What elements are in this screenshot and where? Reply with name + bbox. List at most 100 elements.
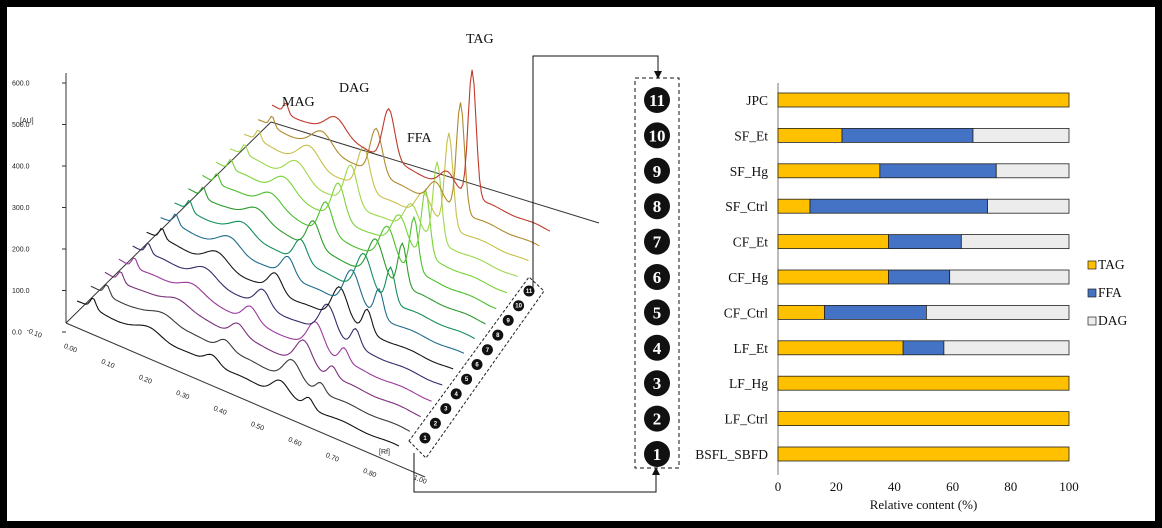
badge-circle <box>644 87 670 113</box>
bar-chart-panel: JPC SF_Et SF_Hg SF_Ctrl CF_Et CF_Hg CF_Ctrl LF_… <box>695 83 1127 512</box>
bar-segment-ffa <box>809 198 988 214</box>
badge-number: 2 <box>653 410 662 429</box>
badge-number: 1 <box>653 445 662 464</box>
x-tick-label: 100 <box>1059 479 1079 494</box>
badge-circle <box>644 334 670 361</box>
track-number-dot <box>481 344 493 356</box>
category-label: JPC <box>746 93 768 108</box>
badge-number: 4 <box>653 339 662 358</box>
x-tick-label: 0.00 <box>63 343 78 355</box>
bar-segment-ffa <box>888 234 962 250</box>
badge-number: 8 <box>653 197 662 216</box>
category-label: SF_Et <box>734 128 768 143</box>
bar-segment-tag <box>777 269 889 285</box>
bar-segment-ffa <box>888 269 951 285</box>
x-tick-label: 0.20 <box>137 374 152 386</box>
legend-label: FFA <box>1098 285 1122 300</box>
bar-segment-ffa <box>824 304 927 320</box>
track-number-label: 9 <box>507 318 511 324</box>
chromatogram-trace <box>118 257 432 402</box>
badge-column-box <box>634 77 680 469</box>
chromatogram-panel: 600.0 500.0 400.0 300.0 200.0 100.0 0.0 [AU] -0.… <box>12 32 600 486</box>
chromatogram-trace <box>243 129 529 262</box>
category-label: LF_Hg <box>729 376 768 391</box>
chromatogram-trace <box>271 69 551 232</box>
bar-segment-tag <box>777 446 1070 462</box>
badge-number: 11 <box>649 91 665 110</box>
legend-swatch-tag <box>1087 260 1097 270</box>
peak-label: FFA <box>407 131 433 146</box>
chromatogram-trace <box>90 284 411 432</box>
track-number-label: 3 <box>444 407 448 413</box>
peak-label: TAG <box>466 32 494 47</box>
chromatogram-trace <box>104 270 421 418</box>
track-number-dot <box>502 314 514 326</box>
chromatogram-trace <box>174 199 475 340</box>
x-tick-label: -0.10 <box>25 327 43 340</box>
figure-svg: 600.0 500.0 400.0 300.0 200.0 100.0 0.0 [AU] -0.… <box>12 32 1127 512</box>
track-number-label: 10 <box>515 304 522 310</box>
track-number-dot <box>461 373 473 385</box>
track-number-label: 2 <box>434 421 438 427</box>
x-tick-label: 0.80 <box>362 468 377 480</box>
badge-circle <box>644 441 670 467</box>
peak-label: DAG <box>339 81 369 96</box>
track-number-dot <box>513 300 525 312</box>
x-tick-label: 0.60 <box>287 437 302 449</box>
category-label: BSFL_SBFD <box>695 447 768 462</box>
track-number-dot <box>429 417 441 429</box>
badge-number: 9 <box>653 162 662 181</box>
track-number-box <box>408 276 545 459</box>
bar-segment-dag <box>926 304 1070 320</box>
badge-circle <box>644 370 670 397</box>
badge-number: 6 <box>653 268 662 287</box>
y-tick-label: 200.0 <box>12 247 30 254</box>
chromatogram-trace <box>76 297 400 447</box>
track-number-label: 8 <box>496 333 500 339</box>
chromatogram-trace <box>132 242 443 386</box>
x-axis-title: Relative content (%) <box>870 497 978 512</box>
category-label: SF_Ctrl <box>725 199 768 214</box>
y-tick-label: 100.0 <box>12 288 30 295</box>
category-label: LF_Ctrl <box>724 412 768 427</box>
chromatogram-trace <box>188 186 486 325</box>
badge-circle <box>644 228 670 255</box>
x-tick-label: 0.70 <box>324 452 339 464</box>
connector-bottom-arrow <box>652 467 660 475</box>
connector-top <box>532 55 659 294</box>
track-number-label: 6 <box>475 363 479 369</box>
chromatogram-trace <box>160 213 465 354</box>
x-tick-label: 20 <box>830 479 843 494</box>
bar-segment-ffa <box>879 163 997 179</box>
legend-swatch-ffa <box>1087 288 1097 298</box>
y-tick-label: 600.0 <box>12 81 30 88</box>
badge-number: 5 <box>653 303 662 322</box>
bar-segment-tag <box>777 128 843 143</box>
x-tick-label: 0 <box>775 479 782 494</box>
badge-number: 10 <box>649 126 666 145</box>
bar-segment-tag <box>777 234 889 250</box>
x-tick-label: 80 <box>1004 479 1017 494</box>
legend-swatch-dag <box>1087 316 1097 326</box>
track-number-label: 1 <box>423 436 427 442</box>
badge-circle <box>644 405 670 432</box>
chromatogram-trace <box>229 144 518 277</box>
category-label: SF_Hg <box>730 164 769 179</box>
bar-segment-tag <box>777 304 825 320</box>
track-number-dot <box>523 285 535 297</box>
x-tick-label: 1.00 <box>412 474 427 486</box>
legend-label: TAG <box>1098 257 1125 272</box>
badge-number: 3 <box>653 374 662 393</box>
chromatogram-trace <box>202 173 497 310</box>
connector-top-arrow <box>654 71 662 79</box>
bar-segment-dag <box>995 163 1070 179</box>
y-axis-unit: [AU] <box>20 118 34 125</box>
badge-circle <box>644 157 670 184</box>
badge-circle <box>644 122 670 149</box>
badge-circle <box>644 264 670 290</box>
depth-axis-line <box>65 121 272 324</box>
badge-circle <box>644 193 670 220</box>
bar-segment-dag <box>949 269 1070 285</box>
bar-segment-tag <box>777 163 881 179</box>
track-number-dot <box>419 432 431 444</box>
